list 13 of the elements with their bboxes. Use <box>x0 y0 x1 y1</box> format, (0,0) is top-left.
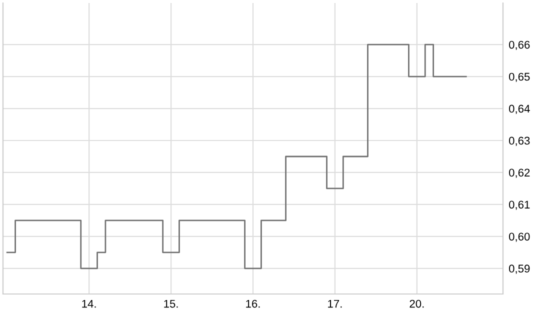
x-tick-label: 16. <box>246 300 260 308</box>
x-tick-label: 17. <box>328 300 342 308</box>
y-tick-label: 0,60 <box>508 232 530 242</box>
y-tick-label: 0,63 <box>508 136 530 146</box>
y-tick-label: 0,66 <box>508 40 530 50</box>
y-tick-label: 0,61 <box>508 200 530 210</box>
x-tick-label: 14. <box>82 300 96 308</box>
y-tick-label: 0,62 <box>508 168 530 178</box>
y-tick-label: 0,64 <box>508 104 530 114</box>
y-tick-label: 0,59 <box>508 264 530 274</box>
x-tick-label: 20. <box>410 300 424 308</box>
y-tick-label: 0,65 <box>508 72 530 82</box>
x-tick-label: 15. <box>164 300 178 308</box>
